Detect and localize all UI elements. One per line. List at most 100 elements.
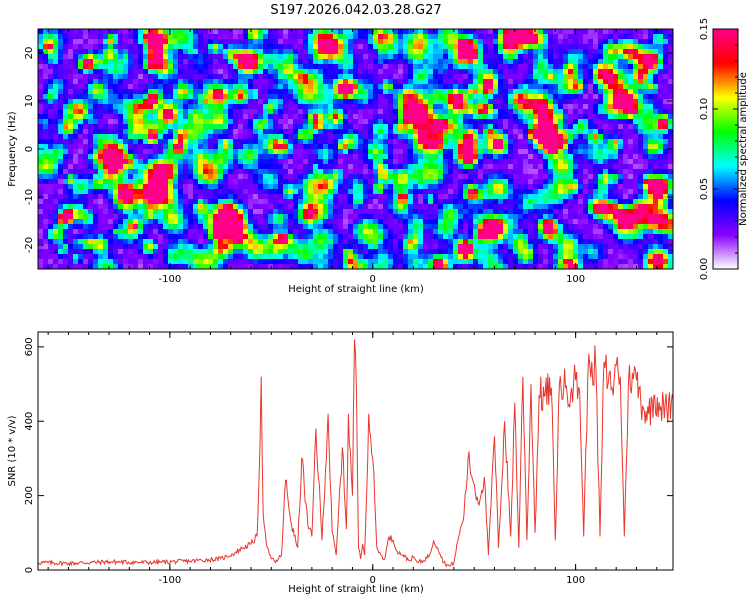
heatmap-cell — [83, 209, 89, 215]
heatmap-cell — [188, 54, 194, 60]
heatmap-cell — [193, 219, 199, 225]
heatmap-cell — [98, 199, 104, 205]
heatmap-cell — [38, 84, 44, 90]
heatmap-cell — [383, 39, 389, 45]
heatmap-cell — [198, 54, 204, 60]
heatmap-cell — [633, 39, 639, 45]
heatmap-cell — [78, 124, 84, 130]
heatmap-cell — [343, 124, 349, 130]
heatmap-cell — [53, 164, 59, 170]
heatmap-cell — [288, 44, 294, 50]
heatmap-cell — [608, 144, 614, 150]
heatmap-cell — [663, 194, 669, 200]
heatmap-cell — [148, 29, 154, 35]
heatmap-cell — [313, 184, 319, 190]
heatmap-cell — [273, 194, 279, 200]
heatmap-cell — [148, 149, 154, 155]
heatmap-cell — [668, 44, 673, 50]
heatmap-cell — [93, 209, 99, 215]
heatmap-cell — [368, 119, 374, 125]
heatmap-cell — [313, 209, 319, 215]
heatmap-cell — [663, 214, 669, 220]
heatmap-cell — [483, 94, 489, 100]
heatmap-cell — [613, 174, 619, 180]
heatmap-cell — [333, 69, 339, 75]
heatmap-cell — [183, 164, 189, 170]
heatmap-cell — [303, 219, 309, 225]
heatmap-cell — [308, 129, 314, 135]
heatmap-cell — [648, 134, 654, 140]
heatmap-cell — [258, 169, 264, 175]
heatmap-cell — [473, 199, 479, 205]
heatmap-cell — [253, 179, 259, 185]
heatmap-cell — [443, 149, 449, 155]
heatmap-cell — [348, 154, 354, 160]
heatmap-cell — [398, 124, 404, 130]
heatmap-cell — [593, 54, 599, 60]
heatmap-cell — [503, 154, 509, 160]
heatmap-cell — [218, 104, 224, 110]
heatmap-cell — [258, 99, 264, 105]
heatmap-cell — [208, 149, 214, 155]
heatmap-cell — [588, 139, 594, 145]
heatmap-cell — [473, 139, 479, 145]
heatmap-cell — [538, 149, 544, 155]
heatmap-cell — [278, 129, 284, 135]
heatmap-cell — [388, 189, 394, 195]
heatmap-cell — [163, 139, 169, 145]
heatmap-cell — [278, 214, 284, 220]
heatmap-cell — [428, 99, 434, 105]
heatmap-cell — [508, 94, 514, 100]
heatmap-cell — [498, 134, 504, 140]
heatmap-cell — [648, 154, 654, 160]
heatmap-cell — [473, 144, 479, 150]
heatmap-cell — [183, 39, 189, 45]
heatmap-cell — [548, 49, 554, 55]
heatmap-cell — [443, 89, 449, 95]
heatmap-cell — [398, 94, 404, 100]
heatmap-cell — [83, 99, 89, 105]
heatmap-cell — [68, 74, 74, 80]
heatmap-cell — [498, 34, 504, 40]
heatmap-cell — [598, 59, 604, 65]
heatmap-cell — [363, 104, 369, 110]
heatmap-cell — [278, 194, 284, 200]
heatmap-cell — [288, 39, 294, 45]
heatmap-cell — [373, 89, 379, 95]
heatmap-cell — [563, 49, 569, 55]
heatmap-cell — [238, 209, 244, 215]
heatmap-cell — [93, 224, 99, 230]
heatmap-cell — [503, 49, 509, 55]
heatmap-cell — [618, 124, 624, 130]
heatmap-cell — [383, 199, 389, 205]
heatmap-cell — [423, 219, 429, 225]
heatmap-cell — [283, 129, 289, 135]
heatmap-cell — [38, 79, 44, 85]
heatmap-cell — [328, 144, 334, 150]
heatmap-cell — [98, 64, 104, 70]
heatmap-cell — [413, 129, 419, 135]
heatmap-cell — [283, 39, 289, 45]
heatmap-cell — [118, 119, 124, 125]
heatmap-cell — [328, 64, 334, 70]
heatmap-cell — [48, 99, 54, 105]
heatmap-cell — [153, 184, 159, 190]
heatmap-cell — [653, 39, 659, 45]
heatmap-cell — [543, 169, 549, 175]
heatmap-cell — [448, 189, 454, 195]
heatmap-cell — [183, 79, 189, 85]
heatmap-cell — [178, 224, 184, 230]
heatmap-cell — [518, 159, 524, 165]
heatmap-cell — [273, 84, 279, 90]
heatmap-cell — [498, 124, 504, 130]
heatmap-cell — [188, 154, 194, 160]
heatmap-cell — [333, 109, 339, 115]
heatmap-cell — [318, 174, 324, 180]
heatmap-cell — [418, 204, 424, 210]
heatmap-cell — [348, 189, 354, 195]
heatmap-cell — [403, 164, 409, 170]
heatmap-cell — [373, 174, 379, 180]
heatmap-cell — [478, 59, 484, 65]
heatmap-cell — [213, 199, 219, 205]
heatmap-cell — [558, 154, 564, 160]
